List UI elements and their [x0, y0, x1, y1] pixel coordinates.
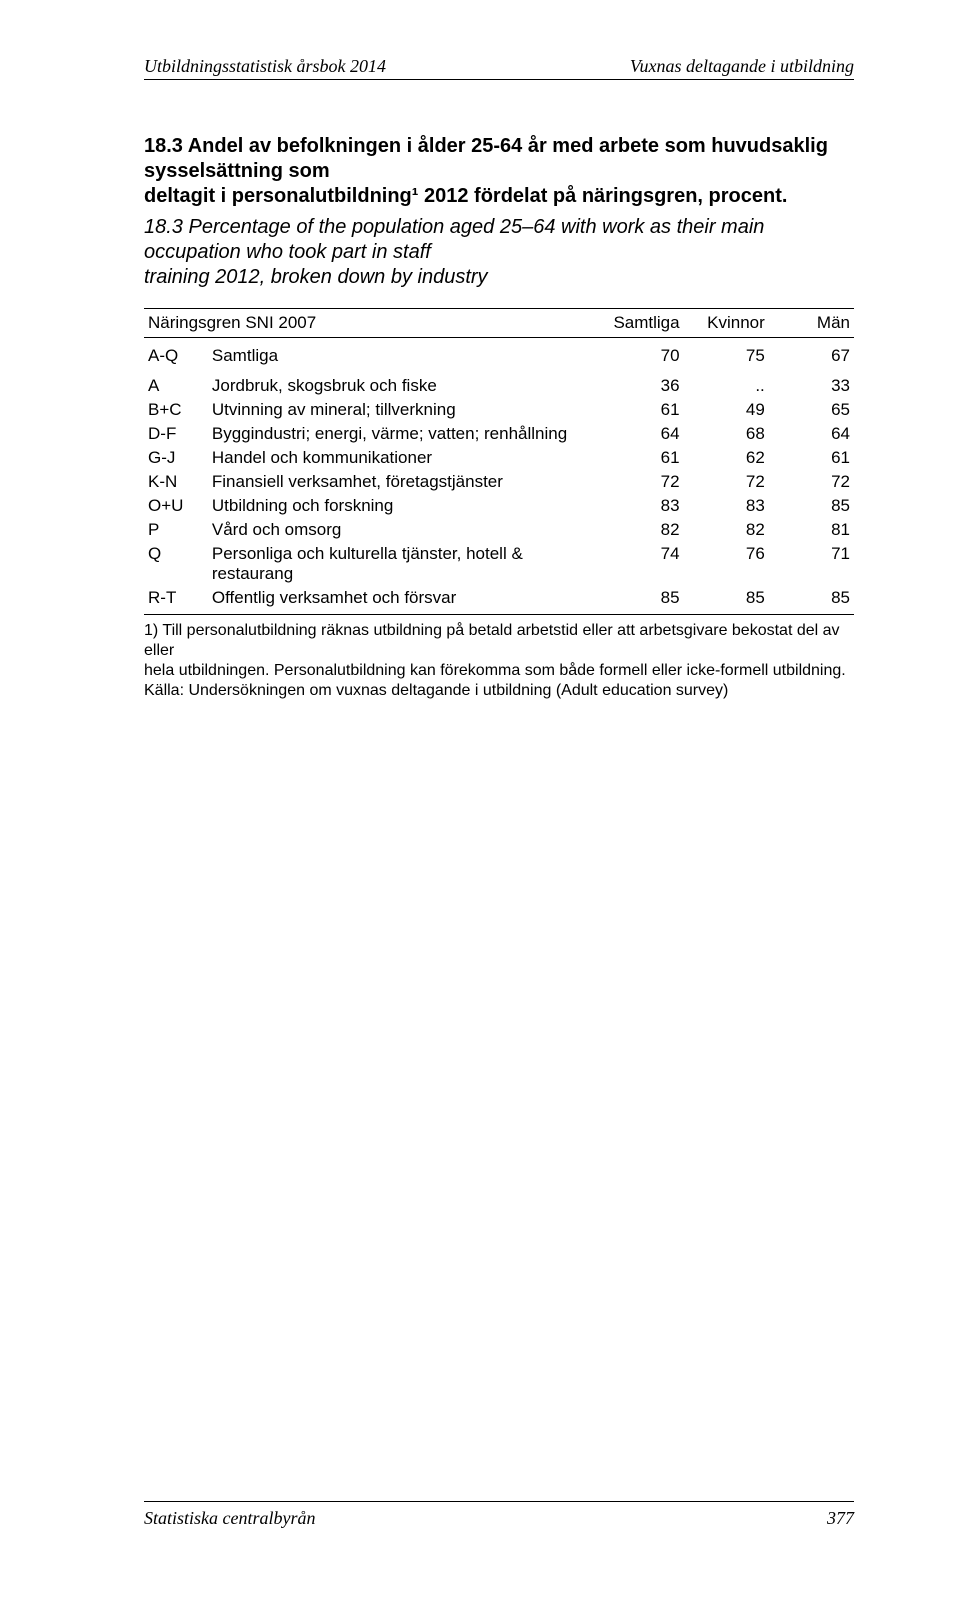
cell-man: 65 — [769, 398, 854, 422]
table-row: A Jordbruk, skogsbruk och fiske 36 .. 33 — [144, 374, 854, 398]
subtitle-line1: 18.3 Percentage of the population aged 2… — [144, 216, 764, 263]
cell-samtliga: 70 — [598, 338, 683, 375]
table-row: K-N Finansiell verksamhet, företagstjäns… — [144, 470, 854, 494]
table-head-row: Näringsgren SNI 2007 Samtliga Kvinnor Mä… — [144, 309, 854, 338]
cell-code: R-T — [144, 586, 208, 615]
cell-kvinnor: 83 — [684, 494, 769, 518]
cell-label: Personliga och kulturella tjänster, hote… — [208, 542, 599, 586]
cell-samtliga: 36 — [598, 374, 683, 398]
cell-label: Finansiell verksamhet, företagstjänster — [208, 470, 599, 494]
cell-code: G-J — [144, 446, 208, 470]
cell-code: Q — [144, 542, 208, 586]
table-row: A-Q Samtliga 70 75 67 — [144, 338, 854, 375]
cell-man: 33 — [769, 374, 854, 398]
table-row: R-T Offentlig verksamhet och försvar 85 … — [144, 586, 854, 615]
cell-label: Handel och kommunikationer — [208, 446, 599, 470]
title-line2: deltagit i personalutbildning¹ 2012 förd… — [144, 185, 787, 207]
cell-code: O+U — [144, 494, 208, 518]
cell-label: Vård och omsorg — [208, 518, 599, 542]
title-line1: 18.3 Andel av befolkningen i ålder 25-64… — [144, 135, 828, 182]
cell-label: Jordbruk, skogsbruk och fiske — [208, 374, 599, 398]
table-row: B+C Utvinning av mineral; tillverkning 6… — [144, 398, 854, 422]
cell-kvinnor: 85 — [684, 586, 769, 615]
cell-kvinnor: 68 — [684, 422, 769, 446]
cell-label: Utvinning av mineral; tillverkning — [208, 398, 599, 422]
footer-page-number: 377 — [827, 1508, 854, 1529]
cell-kvinnor: 49 — [684, 398, 769, 422]
cell-code: B+C — [144, 398, 208, 422]
cell-label: Samtliga — [208, 338, 599, 375]
cell-samtliga: 64 — [598, 422, 683, 446]
col-header-kvinnor: Kvinnor — [684, 309, 769, 338]
cell-kvinnor: 72 — [684, 470, 769, 494]
page-header: Utbildningsstatistisk årsbok 2014 Vuxnas… — [144, 56, 854, 80]
cell-man: 85 — [769, 586, 854, 615]
table-row: D-F Byggindustri; energi, värme; vatten;… — [144, 422, 854, 446]
cell-kvinnor: 75 — [684, 338, 769, 375]
cell-samtliga: 61 — [598, 398, 683, 422]
data-table: Näringsgren SNI 2007 Samtliga Kvinnor Mä… — [144, 308, 854, 615]
cell-samtliga: 85 — [598, 586, 683, 615]
cell-kvinnor: 62 — [684, 446, 769, 470]
table-title: 18.3 Andel av befolkningen i ålder 25-64… — [144, 134, 854, 209]
footnote-line2: hela utbildningen. Personalutbildning ka… — [144, 662, 846, 679]
cell-kvinnor: 82 — [684, 518, 769, 542]
cell-man: 81 — [769, 518, 854, 542]
cell-samtliga: 74 — [598, 542, 683, 586]
cell-samtliga: 82 — [598, 518, 683, 542]
cell-label: Offentlig verksamhet och försvar — [208, 586, 599, 615]
cell-man: 64 — [769, 422, 854, 446]
cell-code: P — [144, 518, 208, 542]
table-subtitle: 18.3 Percentage of the population aged 2… — [144, 215, 854, 290]
cell-samtliga: 72 — [598, 470, 683, 494]
col-header-samtliga: Samtliga — [598, 309, 683, 338]
cell-kvinnor: .. — [684, 374, 769, 398]
col-header-naringsgren: Näringsgren SNI 2007 — [144, 309, 598, 338]
cell-man: 61 — [769, 446, 854, 470]
cell-code: K-N — [144, 470, 208, 494]
footnote-line3: Källa: Undersökningen om vuxnas deltagan… — [144, 682, 728, 699]
table-row: O+U Utbildning och forskning 83 83 85 — [144, 494, 854, 518]
cell-label: Byggindustri; energi, värme; vatten; ren… — [208, 422, 599, 446]
cell-label: Utbildning och forskning — [208, 494, 599, 518]
subtitle-line2: training 2012, broken down by industry — [144, 266, 488, 288]
cell-kvinnor: 76 — [684, 542, 769, 586]
cell-man: 67 — [769, 338, 854, 375]
col-header-man: Män — [769, 309, 854, 338]
table-row: G-J Handel och kommunikationer 61 62 61 — [144, 446, 854, 470]
cell-code: A — [144, 374, 208, 398]
cell-code: D-F — [144, 422, 208, 446]
header-right: Vuxnas deltagande i utbildning — [630, 56, 854, 77]
page-footer: Statistiska centralbyrån 377 — [144, 1501, 854, 1529]
footnote-line1: 1) Till personalutbildning räknas utbild… — [144, 622, 840, 659]
table-row: Q Personliga och kulturella tjänster, ho… — [144, 542, 854, 586]
footnote: 1) Till personalutbildning räknas utbild… — [144, 621, 854, 701]
cell-samtliga: 83 — [598, 494, 683, 518]
cell-man: 71 — [769, 542, 854, 586]
cell-man: 72 — [769, 470, 854, 494]
table-row: P Vård och omsorg 82 82 81 — [144, 518, 854, 542]
cell-code: A-Q — [144, 338, 208, 375]
header-left: Utbildningsstatistisk årsbok 2014 — [144, 56, 386, 77]
cell-samtliga: 61 — [598, 446, 683, 470]
cell-man: 85 — [769, 494, 854, 518]
footer-left: Statistiska centralbyrån — [144, 1508, 315, 1529]
